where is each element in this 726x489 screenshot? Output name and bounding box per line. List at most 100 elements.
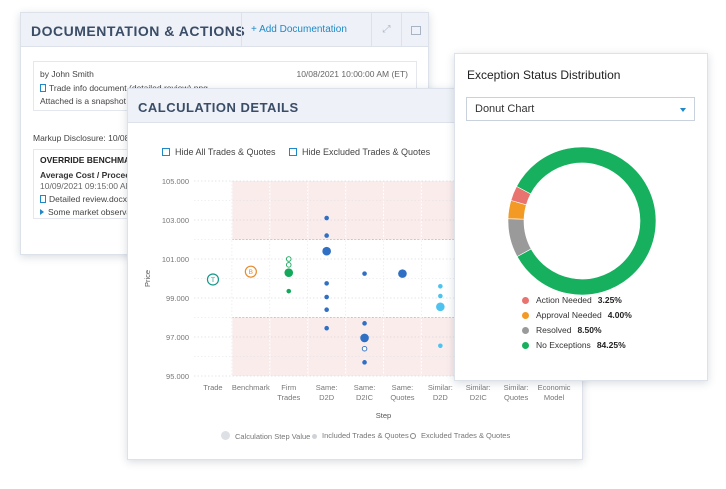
step-value-point bbox=[398, 269, 407, 278]
x-category-label: Benchmark bbox=[232, 383, 270, 392]
step-marker bbox=[206, 273, 220, 286]
excluded-trade-point bbox=[361, 345, 368, 352]
legend-step-value: Calculation Step Value bbox=[221, 431, 310, 441]
file-icon bbox=[40, 195, 46, 203]
legend-excluded-label: Excluded Trades & Quotes bbox=[421, 431, 511, 440]
entry-note: Attached is a snapshot of bbox=[40, 96, 136, 106]
included-trade-point bbox=[324, 294, 329, 300]
step-value-point bbox=[284, 268, 294, 277]
included-trade-point bbox=[362, 321, 367, 326]
x-category-label: Quotes bbox=[504, 393, 528, 402]
checkbox-icon bbox=[162, 148, 170, 156]
exception-legend-item: Resolved 8.50% bbox=[522, 325, 602, 335]
legend-dot-icon bbox=[522, 327, 529, 334]
excluded-trade-point bbox=[285, 262, 292, 268]
x-category-label: D2IC bbox=[356, 393, 374, 402]
legend-item-percent: 84.25% bbox=[596, 340, 626, 350]
exception-legend-item: No Exceptions 84.25% bbox=[522, 340, 626, 350]
x-category-label: Firm bbox=[281, 383, 296, 392]
y-tick-label: 103.000 bbox=[162, 216, 189, 225]
entry-timestamp: 10/08/2021 10:00:00 AM (ET) bbox=[296, 69, 408, 79]
x-category-label: Model bbox=[544, 393, 565, 402]
expand-icon[interactable]: ⤢ bbox=[371, 13, 401, 47]
x-category-label: D2IC bbox=[470, 393, 488, 402]
included-trade-point bbox=[324, 215, 329, 221]
step-marker bbox=[244, 265, 257, 278]
legend-step-swatch bbox=[221, 431, 230, 440]
included-trade-point bbox=[324, 307, 329, 312]
x-axis-label: Step bbox=[376, 411, 391, 420]
documentation-header: DOCUMENTATION & ACTIONS + Add Documentat… bbox=[21, 13, 428, 47]
included-trade-point bbox=[362, 360, 367, 365]
chart-type-select[interactable]: Donut Chart bbox=[466, 97, 695, 121]
y-tick-label: 105.000 bbox=[162, 177, 189, 186]
hide-excluded-checkbox[interactable]: Hide Excluded Trades & Quotes bbox=[289, 147, 430, 157]
step-value-point bbox=[360, 333, 369, 343]
included-trade-point bbox=[324, 233, 329, 238]
legend-item-percent: 3.25% bbox=[597, 295, 622, 305]
legend-excluded: Excluded Trades & Quotes bbox=[410, 431, 510, 440]
x-category-label: Same: bbox=[392, 383, 414, 392]
override-file-link[interactable]: Detailed review.docx bbox=[40, 194, 127, 204]
included-trade-point bbox=[438, 284, 443, 289]
legend-included-swatch bbox=[312, 434, 317, 439]
file-icon bbox=[40, 84, 46, 92]
entry-author: by John Smith bbox=[40, 69, 94, 79]
x-category-label: Similar: bbox=[466, 383, 491, 392]
override-file-name: Detailed review.docx bbox=[49, 194, 127, 204]
x-category-label: D2D bbox=[433, 393, 449, 402]
legend-item-name: Resolved bbox=[536, 325, 572, 335]
included-trade-point bbox=[286, 288, 292, 294]
override-timestamp: 10/09/2021 09:15:00 AM ( bbox=[40, 181, 138, 191]
x-category-label: Economic bbox=[538, 383, 571, 392]
legend-item-name: No Exceptions bbox=[536, 340, 591, 350]
legend-item-name: Action Needed bbox=[536, 295, 592, 305]
legend-item-percent: 8.50% bbox=[577, 325, 602, 335]
chart-type-value: Donut Chart bbox=[475, 103, 535, 115]
included-trade-point bbox=[362, 271, 367, 276]
documentation-title: DOCUMENTATION & ACTIONS bbox=[31, 23, 246, 39]
exception-panel: Exception Status Distribution Donut Char… bbox=[454, 53, 708, 381]
x-category-label: Same: bbox=[354, 383, 376, 392]
exception-legend-item: Action Needed 3.25% bbox=[522, 295, 622, 305]
calculation-chart: 105.000 103.000 101.000 99.000 97.000 95.000 P… bbox=[143, 177, 573, 420]
included-trade-point bbox=[324, 281, 329, 286]
step-value-point bbox=[322, 246, 331, 256]
y-tick-label: 101.000 bbox=[162, 255, 189, 264]
x-category-label: D2D bbox=[319, 393, 335, 402]
legend-dot-icon bbox=[522, 342, 529, 349]
chevron-right-icon bbox=[40, 209, 44, 215]
y-axis-label: Price bbox=[143, 270, 152, 287]
x-category-label: Similar: bbox=[428, 383, 453, 392]
legend-included: Included Trades & Quotes bbox=[312, 431, 409, 440]
hide-excluded-label: Hide Excluded Trades & Quotes bbox=[302, 147, 431, 157]
override-title: OVERRIDE BENCHMARK bbox=[40, 155, 143, 165]
x-category-label: Trade bbox=[203, 383, 222, 392]
minimize-icon[interactable] bbox=[401, 13, 428, 47]
exception-title: Exception Status Distribution bbox=[467, 68, 621, 82]
override-more-text: Some market observati bbox=[48, 207, 136, 217]
override-expander[interactable]: Some market observati bbox=[40, 207, 135, 217]
included-trade-point bbox=[438, 343, 443, 349]
step-marker-label: B bbox=[249, 269, 253, 276]
legend-dot-icon bbox=[522, 312, 529, 319]
step-marker-label: T bbox=[211, 277, 215, 284]
legend-dot-icon bbox=[522, 297, 529, 304]
legend-item-percent: 4.00% bbox=[607, 310, 632, 320]
checkbox-icon bbox=[289, 148, 297, 156]
legend-item-name: Approval Needed bbox=[536, 310, 602, 320]
markup-disclosure: Markup Disclosure: 10/08/ bbox=[33, 133, 132, 143]
hide-all-checkbox[interactable]: Hide All Trades & Quotes bbox=[162, 147, 276, 157]
override-subtitle: Average Cost / Proceeds bbox=[40, 170, 140, 180]
included-trade-point bbox=[324, 325, 329, 331]
add-documentation-button[interactable]: + Add Documentation bbox=[241, 13, 371, 47]
x-category-label: Quotes bbox=[390, 393, 414, 402]
included-trade-point bbox=[438, 293, 443, 299]
y-tick-label: 95.000 bbox=[166, 372, 189, 381]
y-tick-label: 97.000 bbox=[166, 333, 189, 342]
y-tick-label: 99.000 bbox=[166, 294, 189, 303]
calculation-title: CALCULATION DETAILS bbox=[138, 100, 299, 115]
exception-legend-item: Approval Needed 4.00% bbox=[522, 310, 632, 320]
legend-excluded-swatch bbox=[410, 433, 416, 439]
excluded-trade-point bbox=[285, 256, 292, 262]
